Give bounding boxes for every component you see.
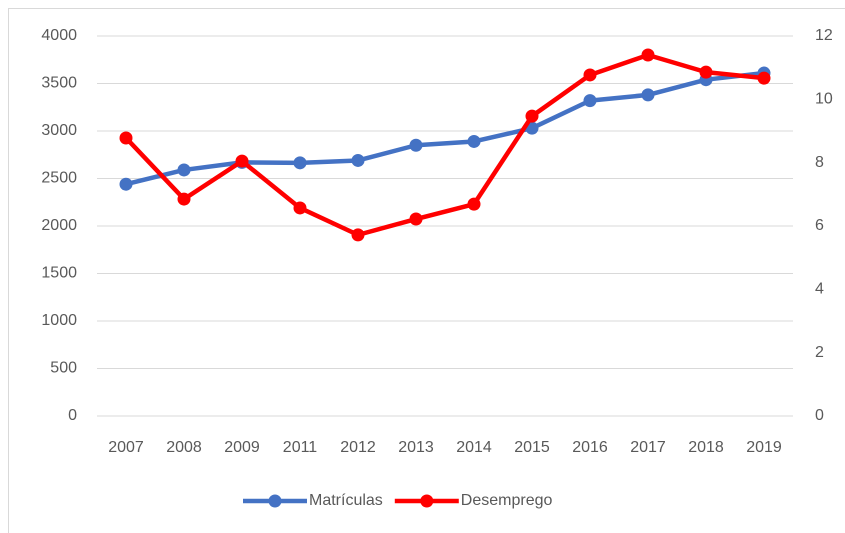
x-tick-label: 2013 <box>398 439 434 456</box>
x-tick-label: 2014 <box>456 439 492 456</box>
y-tick-label: 1500 <box>41 265 77 282</box>
point <box>177 163 191 177</box>
x-tick-label: 2016 <box>572 439 608 456</box>
y2-tick-label: 8 <box>815 154 824 171</box>
legend-marker <box>268 494 282 508</box>
point <box>235 154 249 168</box>
point <box>177 192 191 206</box>
point <box>293 201 307 215</box>
point <box>641 48 655 62</box>
x-tick-label: 2008 <box>166 439 202 456</box>
legend-marker <box>420 494 434 508</box>
x-tick-label: 2017 <box>630 439 666 456</box>
legend-label: Desemprego <box>461 492 553 509</box>
point <box>467 197 481 211</box>
point <box>641 88 655 102</box>
y-tick-label: 4000 <box>41 27 77 44</box>
point <box>351 228 365 242</box>
point <box>583 68 597 82</box>
y-tick-label: 3500 <box>41 75 77 92</box>
y2-tick-label: 4 <box>815 281 824 298</box>
point <box>467 134 481 148</box>
chart-border <box>8 8 845 533</box>
point <box>409 138 423 152</box>
point <box>119 131 133 145</box>
point <box>525 109 539 123</box>
y-tick-label: 2000 <box>41 217 77 234</box>
x-tick-label: 2009 <box>224 439 260 456</box>
x-tick-label: 2011 <box>283 439 318 456</box>
y-tick-label: 1000 <box>41 312 77 329</box>
y2-tick-label: 0 <box>815 407 824 424</box>
point <box>699 65 713 79</box>
x-tick-label: 2012 <box>340 439 376 456</box>
x-tick-label: 2007 <box>108 439 144 456</box>
point <box>351 153 365 167</box>
y2-tick-label: 6 <box>815 217 824 234</box>
x-tick-label: 2015 <box>514 439 550 456</box>
series-line <box>124 52 765 238</box>
point <box>293 156 307 170</box>
y-tick-label: 2500 <box>41 170 77 187</box>
point <box>583 94 597 108</box>
y-tick-label: 3000 <box>41 122 77 139</box>
y-tick-label: 0 <box>68 407 77 424</box>
point <box>409 212 423 226</box>
x-tick-label: 2019 <box>746 439 782 456</box>
y2-tick-label: 12 <box>815 27 833 44</box>
legend-label: Matrículas <box>309 492 383 509</box>
point <box>757 71 771 85</box>
y2-tick-label: 2 <box>815 344 824 361</box>
series-line <box>125 70 765 187</box>
x-tick-label: 2018 <box>688 439 724 456</box>
y2-tick-label: 10 <box>815 91 833 108</box>
y-tick-label: 500 <box>50 360 77 377</box>
point <box>119 177 133 191</box>
